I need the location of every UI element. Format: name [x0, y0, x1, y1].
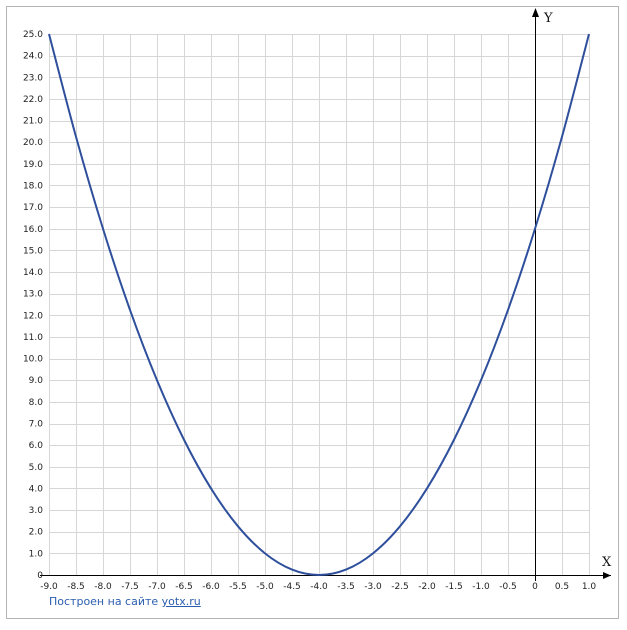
- x-tick-label: -6.0: [202, 582, 220, 592]
- x-tick-label: -1.5: [445, 582, 463, 592]
- x-tick-label: -6.5: [175, 582, 193, 592]
- x-tick-label: -5.0: [256, 582, 274, 592]
- credit-link[interactable]: yotx.ru: [161, 595, 201, 608]
- y-tick-label: 0: [37, 571, 43, 581]
- x-tick-label: 0.5: [555, 582, 569, 592]
- y-tick-label: 14.0: [23, 268, 43, 278]
- chart-frame: [6, 6, 619, 619]
- y-tick-label: 6.0: [29, 441, 44, 451]
- x-tick-label: -1.0: [472, 582, 490, 592]
- x-tick-label: 1.0: [582, 582, 597, 592]
- x-tick-label: -8.0: [94, 582, 112, 592]
- x-axis-arrow: [603, 572, 611, 579]
- y-tick-label: 3.0: [29, 506, 44, 516]
- y-tick-label: 11.0: [23, 333, 43, 343]
- y-tick-label: 2.0: [29, 528, 44, 538]
- y-axis-label: Y: [543, 11, 553, 26]
- y-tick-label: 15.0: [23, 246, 43, 256]
- y-tick-label: 24.0: [23, 52, 43, 62]
- y-tick-label: 7.0: [29, 420, 44, 430]
- y-tick-label: 5.0: [29, 463, 44, 473]
- y-tick-label: 9.0: [29, 376, 44, 386]
- credit-text: Построен на сайте: [49, 595, 159, 608]
- y-tick-label: 21.0: [23, 117, 43, 127]
- y-tick-label: 23.0: [23, 73, 43, 83]
- x-tick-label: -0.5: [499, 582, 517, 592]
- x-tick-label: -3.0: [364, 582, 382, 592]
- y-tick-label: 19.0: [23, 160, 43, 170]
- y-tick-label: 17.0: [23, 203, 43, 213]
- x-tick-label: 0: [532, 582, 538, 592]
- y-tick-label: 8.0: [29, 398, 44, 408]
- x-tick-label: -7.0: [148, 582, 166, 592]
- y-tick-label: 10.0: [23, 355, 43, 365]
- x-tick-label: -8.5: [67, 582, 85, 592]
- y-tick-label: 16.0: [23, 225, 43, 235]
- y-axis-arrow: [532, 8, 539, 17]
- y-tick-label: 4.0: [29, 484, 44, 494]
- grid: [49, 34, 590, 576]
- y-tick-label: 20.0: [23, 138, 43, 148]
- tick-labels: -9.0 -8.5 -8.0 -7.5 -7.0 -6.5 -6.0 -5.5 -5.0 -4.5…: [23, 30, 596, 592]
- x-tick-label: -4.5: [283, 582, 301, 592]
- y-tick-label: 13.0: [23, 290, 43, 300]
- series-layer: [48, 33, 590, 576]
- x-axis-label: X: [602, 555, 612, 570]
- y-tick-label: 12.0: [23, 311, 43, 321]
- x-tick-label: -2.5: [391, 582, 409, 592]
- y-tick-label: 1.0: [29, 549, 44, 559]
- x-tick-label: -7.5: [121, 582, 139, 592]
- x-tick-label: -4.0: [310, 582, 328, 592]
- x-tick-label: -3.5: [337, 582, 355, 592]
- credit-line: Построен на сайте yotx.ru: [49, 595, 201, 608]
- x-tick-label: -5.5: [229, 582, 247, 592]
- x-tick-label: -9.0: [40, 582, 58, 592]
- x-tick-label: -2.0: [418, 582, 436, 592]
- y-tick-label: 25.0: [23, 30, 43, 40]
- y-tick-label: 22.0: [23, 95, 43, 105]
- y-tick-label: 18.0: [23, 181, 43, 191]
- series-line: [48, 33, 590, 576]
